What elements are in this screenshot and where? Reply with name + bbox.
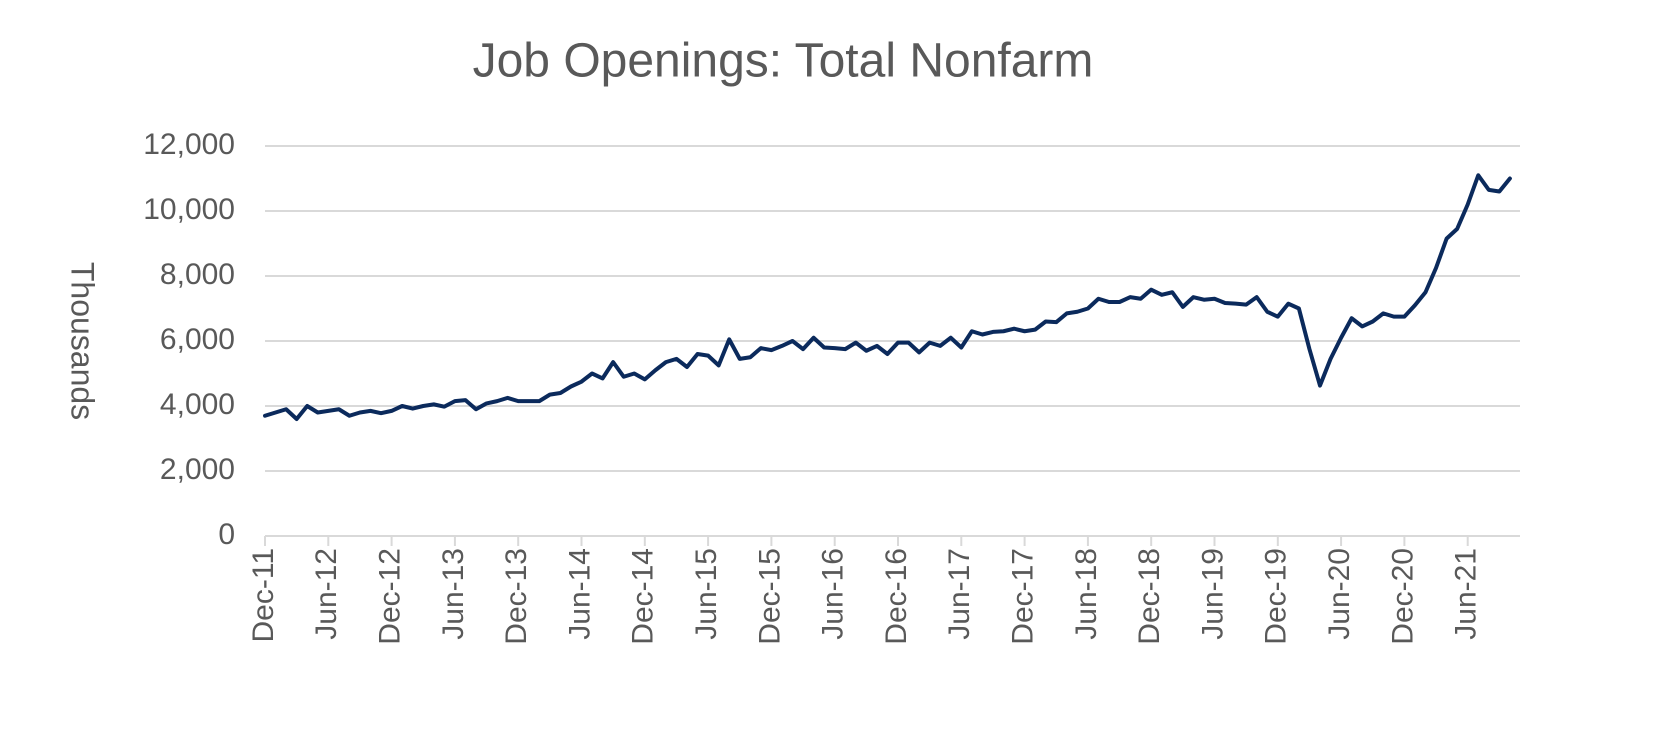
x-tick-label: Dec-14	[627, 548, 660, 645]
x-tick-label: Dec-19	[1260, 548, 1293, 645]
x-tick-label: Jun-18	[1070, 548, 1103, 640]
chart-title: Job Openings: Total Nonfarm	[473, 35, 1094, 88]
y-axis-title: Thousands	[65, 262, 101, 420]
y-tick-label: 6,000	[160, 323, 235, 356]
y-tick-label: 12,000	[143, 128, 235, 161]
x-tick-label: Dec-20	[1386, 548, 1419, 645]
y-tick-label: 8,000	[160, 258, 235, 291]
x-tick-label: Dec-11	[247, 548, 280, 642]
x-tick-label: Dec-12	[374, 548, 407, 645]
x-tick-label: Jun-13	[437, 548, 470, 640]
x-tick-label: Jun-20	[1323, 548, 1356, 640]
x-tick-label: Jun-12	[310, 548, 343, 640]
x-tick-label: Jun-17	[943, 548, 976, 640]
y-tick-label: 0	[218, 518, 235, 551]
x-tick-label: Jun-21	[1450, 548, 1483, 640]
x-tick-label: Jun-19	[1196, 548, 1229, 640]
y-tick-label: 2,000	[160, 453, 235, 486]
y-tick-label: 4,000	[160, 388, 235, 421]
y-tick-label: 10,000	[143, 193, 235, 226]
x-tick-label: Dec-17	[1007, 548, 1040, 645]
x-tick-label: Jun-16	[817, 548, 850, 640]
x-tick-label: Dec-18	[1133, 548, 1166, 645]
x-tick-label: Dec-16	[880, 548, 913, 645]
data-line	[263, 173, 1512, 421]
x-tick-label: Jun-15	[690, 548, 723, 640]
x-tick-label: Dec-13	[500, 548, 533, 645]
x-tick-label: Jun-14	[563, 548, 596, 640]
x-tick-label: Dec-15	[753, 548, 786, 645]
